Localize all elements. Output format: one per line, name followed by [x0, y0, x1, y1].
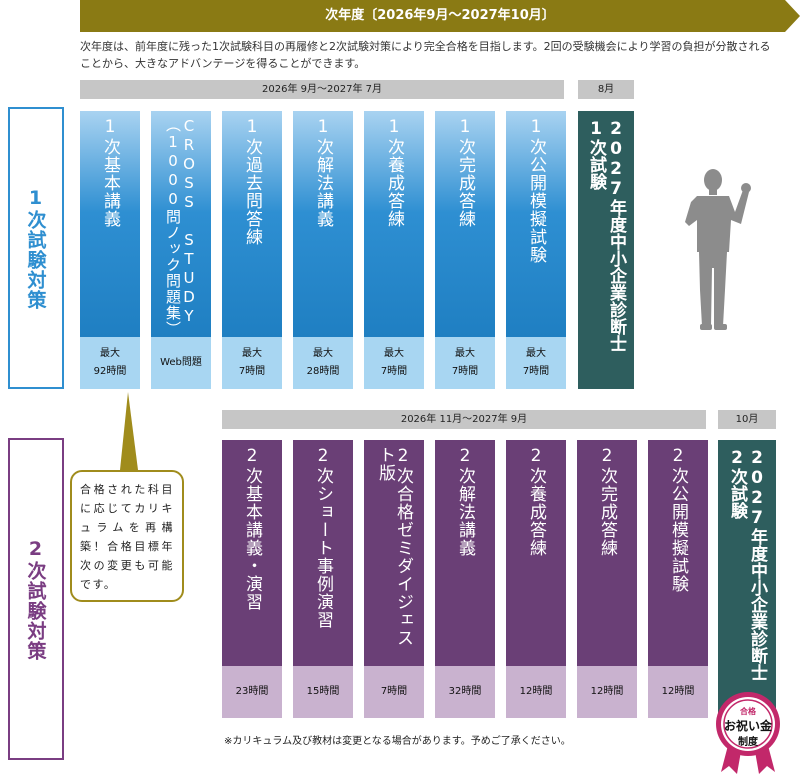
bubble-pointer [120, 392, 138, 470]
course-name: 1次公開模擬試験 [526, 117, 546, 264]
course-name: 2次ショート事例演習 [313, 446, 333, 629]
course-card: 2次公開模擬試験 12時間 [648, 440, 708, 718]
course-card: 2次ショート事例演習 15時間 [293, 440, 353, 718]
course-hours: Web問題 [151, 337, 211, 389]
stage2-label-box: 2次試験対策 [8, 438, 64, 760]
course-card: 1次完成答練 最大 7時間 [435, 111, 495, 389]
course-name: 2次基本講義・演習 [242, 446, 262, 611]
course-card: 2次解法講義 32時間 [435, 440, 495, 718]
course-hours: 最大 7時間 [435, 337, 495, 389]
course-card: 1次公開模擬試験 最大 7時間 [506, 111, 566, 389]
course-card: 2次養成答練 12時間 [506, 440, 566, 718]
banner-title: 次年度〔2026年9月～2027年10月〕 [325, 8, 555, 23]
course-name: 2次養成答練 [526, 446, 546, 557]
stage1-exam-month: 8月 [578, 80, 634, 99]
course-card: 2次完成答練 12時間 [577, 440, 637, 718]
course-hours: 最大 28時間 [293, 337, 353, 389]
badge-text-bottom: 制度 [738, 737, 758, 748]
stage1-exam-name: 2027年度中小企業診断士 1次試験 [586, 119, 626, 352]
course-name: 2次完成答練 [597, 446, 617, 557]
stage1-label-box: 1次試験対策 [8, 107, 64, 389]
course-hours: 最大 7時間 [506, 337, 566, 389]
year-banner [80, 0, 785, 32]
course-hours: 最大 92時間 [80, 337, 140, 389]
stage2-exam-month: 10月 [718, 410, 776, 429]
course-hours: 12時間 [577, 666, 637, 718]
course-hours: 7時間 [364, 666, 424, 718]
footnote: ※カリキュラム及び教材は変更となる場合があります。予めご了承ください。 [224, 736, 571, 747]
badge-text-top: 合格 [740, 707, 756, 716]
stage2-period-band: 2026年 11月～2027年 9月 [222, 410, 706, 429]
course-name: 1次完成答練 [455, 117, 475, 228]
stage1-exam-box: 2027年度中小企業診断士 1次試験 [578, 111, 634, 389]
person-silhouette-icon [685, 169, 751, 330]
course-hours: 15時間 [293, 666, 353, 718]
stage1-period-band: 2026年 9月～2027年 7月 [80, 80, 564, 99]
course-card: 1次過去問答練 最大 7時間 [222, 111, 282, 389]
course-name: 2次合格ゼミダイジェスト版 [375, 446, 413, 647]
description-text: 次年度は、前年度に残った1次試験科目の再履修と2次試験対策により完全合格を目指し… [80, 40, 771, 70]
course-card: 2次合格ゼミダイジェスト版 7時間 [364, 440, 424, 718]
course-card: 1次養成答練 最大 7時間 [364, 111, 424, 389]
curriculum-note-bubble: 合格された科目に応じてカリキュラムを再構築！合格目標年次の変更も可能です。 [70, 470, 184, 602]
stage2-label: 2次試験対策 [24, 537, 47, 661]
course-hours: 23時間 [222, 666, 282, 718]
course-name: 2次解法講義 [455, 446, 475, 557]
stage2-exam-name: 2027年度中小企業診断士 2次試験 [727, 448, 767, 681]
course-name: 1次過去問答練 [242, 117, 262, 246]
course-card: 1次基本講義 最大 92時間 [80, 111, 140, 389]
course-hours: 最大 7時間 [222, 337, 282, 389]
course-name: 1次基本講義 [100, 117, 120, 228]
course-hours: 32時間 [435, 666, 495, 718]
course-hours: 12時間 [506, 666, 566, 718]
badge-text-main: お祝い金 [723, 719, 772, 733]
course-hours: 12時間 [648, 666, 708, 718]
course-name: 1次養成答練 [384, 117, 404, 228]
course-card: CROSS STUDY（1000問ノック問題集） Web問題 [151, 111, 211, 389]
award-badge-icon [716, 692, 780, 774]
course-hours: 最大 7時間 [364, 337, 424, 389]
stage1-label: 1次試験対策 [24, 186, 47, 310]
course-name: 2次公開模擬試験 [668, 446, 688, 593]
stage2-exam-box: 2027年度中小企業診断士 2次試験 [718, 440, 776, 718]
course-card: 1次解法講義 最大 28時間 [293, 111, 353, 389]
course-name: 1次解法講義 [313, 117, 333, 228]
course-card: 2次基本講義・演習 23時間 [222, 440, 282, 718]
course-name: CROSS STUDY（1000問ノック問題集） [164, 117, 198, 337]
banner-arrow [785, 0, 800, 32]
